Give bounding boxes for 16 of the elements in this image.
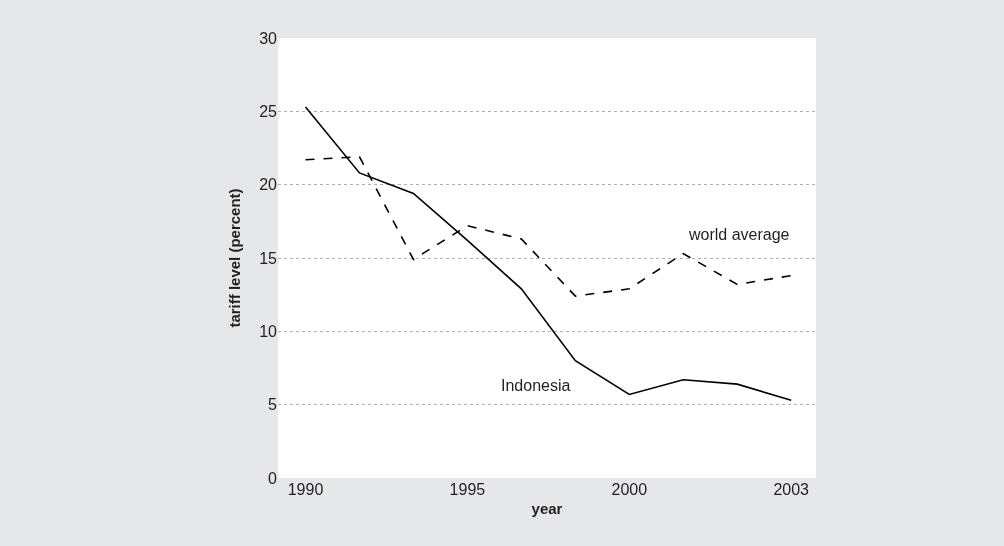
x-tick-label: 1995 xyxy=(449,481,486,498)
series-label: Indonesia xyxy=(501,377,571,394)
x-tick-label: 1990 xyxy=(287,481,324,498)
y-tick-label: 0 xyxy=(268,469,278,487)
y-axis-title: tariff level (percent) xyxy=(226,188,244,328)
y-tick-label: 20 xyxy=(259,176,278,194)
y-tick-label: 30 xyxy=(259,29,278,47)
line-series xyxy=(304,106,792,402)
y-tick-label: 10 xyxy=(259,322,278,340)
series-label: world average xyxy=(688,226,790,243)
y-tick-label: 5 xyxy=(268,396,278,414)
x-tick-label: 2000 xyxy=(611,481,648,498)
x-tick-label: 2003 xyxy=(773,481,810,498)
y-tick-label: 15 xyxy=(259,249,278,267)
x-axis-title: year xyxy=(531,500,563,517)
y-tick-label: 25 xyxy=(259,102,278,120)
